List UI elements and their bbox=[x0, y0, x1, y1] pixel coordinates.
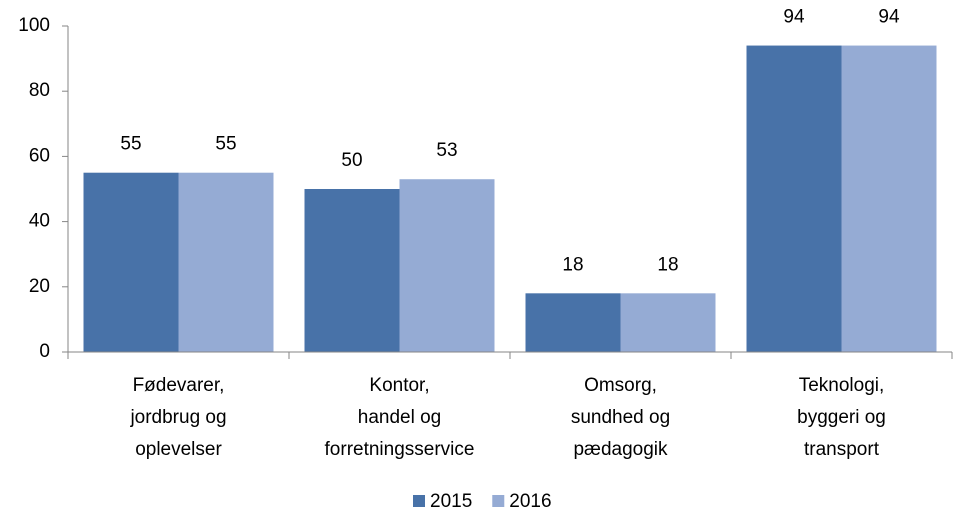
x-tick-label: handel og bbox=[358, 407, 441, 428]
x-tick-label: forretningsservice bbox=[325, 439, 475, 460]
legend-swatch bbox=[413, 495, 425, 507]
x-tick-label: Kontor, bbox=[369, 375, 429, 396]
data-label: 55 bbox=[120, 134, 141, 155]
y-tick-label: 80 bbox=[29, 80, 50, 101]
legend-label: 2016 bbox=[509, 491, 551, 512]
data-label: 18 bbox=[562, 254, 583, 275]
x-tick-label: jordbrug og bbox=[129, 407, 226, 428]
x-tick-label: Teknologi, bbox=[799, 375, 885, 396]
data-label: 55 bbox=[215, 134, 236, 155]
y-tick-label: 40 bbox=[29, 211, 50, 232]
bar bbox=[746, 45, 842, 353]
data-label: 94 bbox=[783, 7, 805, 28]
x-tick-label: Fødevarer, bbox=[133, 375, 225, 396]
bar bbox=[620, 293, 716, 352]
bar bbox=[525, 293, 621, 352]
x-tick-label: oplevelser bbox=[135, 439, 222, 460]
x-tick-label: Omsorg, bbox=[584, 375, 657, 396]
x-tick-label: sundhed og bbox=[571, 407, 670, 428]
y-tick-label: 0 bbox=[39, 341, 50, 362]
data-label: 53 bbox=[436, 140, 457, 161]
legend-label: 2015 bbox=[430, 491, 472, 512]
y-tick-label: 20 bbox=[29, 276, 50, 297]
data-label: 18 bbox=[657, 254, 678, 275]
legend-swatch bbox=[492, 495, 505, 507]
bar bbox=[178, 172, 274, 352]
y-tick-label: 100 bbox=[18, 15, 50, 36]
data-label: 94 bbox=[878, 7, 900, 28]
y-tick-label: 60 bbox=[29, 145, 50, 166]
bar bbox=[399, 179, 495, 352]
bar bbox=[841, 45, 937, 353]
data-label: 50 bbox=[341, 150, 362, 171]
x-tick-label: transport bbox=[804, 439, 880, 460]
bar bbox=[83, 172, 179, 352]
x-tick-label: byggeri og bbox=[797, 407, 886, 428]
x-tick-label: pædagogik bbox=[573, 439, 668, 460]
bar bbox=[304, 189, 400, 352]
